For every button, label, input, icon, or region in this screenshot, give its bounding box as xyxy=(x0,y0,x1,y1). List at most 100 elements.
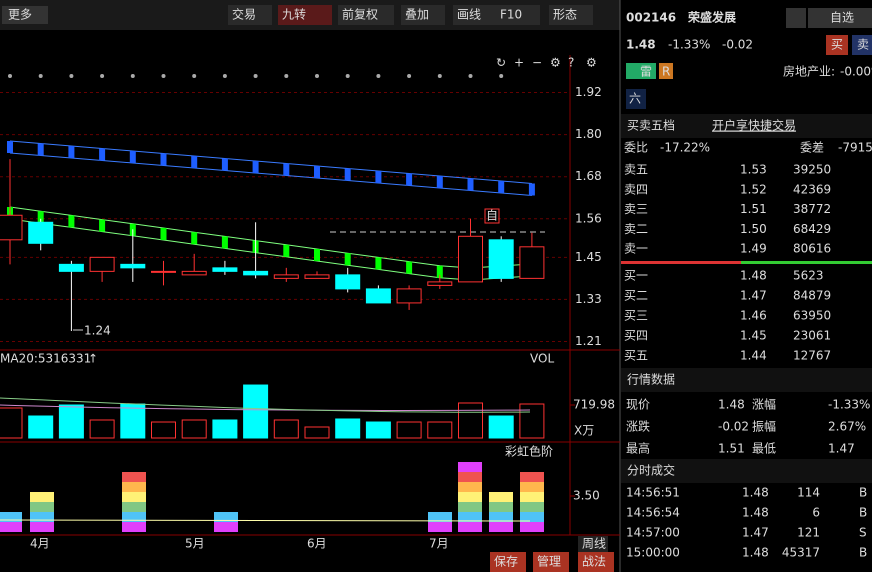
watch-button[interactable]: 自选 xyxy=(830,11,854,25)
trade-side: B xyxy=(859,486,867,500)
stat-label: 振幅 xyxy=(752,419,776,434)
stock-code: 002146 xyxy=(626,11,676,25)
icon[interactable]: ? xyxy=(568,56,574,70)
ma-marker xyxy=(160,228,167,240)
ma-marker xyxy=(436,176,443,188)
sell-button[interactable]: 卖 xyxy=(857,38,869,52)
y-tick-label: 1.92 xyxy=(575,85,602,99)
volume-bar xyxy=(427,421,453,439)
rainbow-bar xyxy=(458,492,482,502)
volume-bar xyxy=(151,421,176,439)
button[interactable] xyxy=(808,8,872,28)
indicator: MA20:5316331 xyxy=(0,352,91,366)
ma-marker xyxy=(375,257,382,270)
rainbow-bar xyxy=(122,522,146,532)
button[interactable] xyxy=(549,5,593,25)
button[interactable] xyxy=(228,5,272,25)
rainbow-bar xyxy=(489,512,513,522)
toolbar-button[interactable]: F10 xyxy=(500,8,522,22)
y-tick-label: 3.50 xyxy=(573,489,600,503)
button[interactable] xyxy=(578,536,608,552)
ma-marker xyxy=(467,178,474,191)
rainbow-bar xyxy=(122,472,146,482)
volume-bar xyxy=(89,419,115,439)
button[interactable] xyxy=(786,8,806,28)
divider-red xyxy=(621,261,741,264)
x-tick-label: 7月 xyxy=(429,537,449,551)
link[interactable]: 开户享快捷交易 xyxy=(712,118,796,133)
button[interactable] xyxy=(826,35,848,55)
icon[interactable]: ⚙ xyxy=(550,56,561,70)
trade-volume: 121 xyxy=(797,526,820,540)
ma-marker xyxy=(68,215,75,228)
tag: R xyxy=(662,65,670,79)
toolbar-button[interactable]: 九转 xyxy=(282,7,306,22)
volume-bar xyxy=(0,407,23,439)
dot xyxy=(345,74,350,78)
button-label[interactable]: 战法 xyxy=(582,555,606,569)
icon[interactable]: ⚙ xyxy=(586,56,597,70)
x-tick-label: 6月 xyxy=(307,537,327,551)
button[interactable] xyxy=(453,5,497,25)
ask-price: 1.53 xyxy=(740,163,767,177)
trade-price: 1.48 xyxy=(742,546,769,560)
rainbow-bar xyxy=(458,502,482,512)
buy-button[interactable]: 买 xyxy=(831,38,843,52)
toolbar-button[interactable]: 更多 xyxy=(8,8,32,22)
volume-bar xyxy=(519,403,545,439)
button[interactable] xyxy=(533,552,569,572)
button-label[interactable]: 保存 xyxy=(494,555,518,569)
bid-volume: 63950 xyxy=(793,309,831,323)
rainbow-bar xyxy=(428,512,452,522)
sector: 房地产业: xyxy=(783,64,835,79)
ma-marker xyxy=(191,232,198,245)
button-label[interactable]: 管理 xyxy=(537,554,561,569)
ma-marker xyxy=(498,181,505,193)
trade-side: S xyxy=(859,526,867,540)
rainbow-bar xyxy=(122,482,146,492)
stat-value: 1.48 xyxy=(718,398,745,412)
icon[interactable]: − xyxy=(532,56,542,70)
button[interactable] xyxy=(401,5,445,25)
candle-body xyxy=(58,263,84,272)
toolbar-button[interactable]: 画线 xyxy=(457,8,481,22)
button[interactable] xyxy=(2,6,48,24)
unit: X万 xyxy=(574,424,594,438)
toolbar-button[interactable]: 前复权 xyxy=(342,7,378,22)
button[interactable] xyxy=(496,5,540,25)
toolbar-button[interactable]: 形态 xyxy=(553,8,577,22)
stat-label: 现价 xyxy=(626,398,650,412)
candle-body xyxy=(396,288,422,304)
icon[interactable]: + xyxy=(514,56,524,70)
button[interactable] xyxy=(578,552,614,572)
divider-green xyxy=(741,261,872,264)
volume-bar xyxy=(58,404,84,439)
header-bg xyxy=(621,368,872,392)
trade-volume: 6 xyxy=(812,506,820,520)
price: 1.48 xyxy=(626,38,656,52)
candle-body xyxy=(0,214,23,241)
button[interactable] xyxy=(338,5,394,25)
rainbow-bar xyxy=(428,522,452,532)
candle-body xyxy=(212,267,238,272)
trade-volume: 45317 xyxy=(782,546,820,560)
toolbar-button[interactable]: 叠加 xyxy=(405,8,429,22)
section-title: 分时成交 xyxy=(627,463,675,478)
ma-marker xyxy=(283,244,290,257)
toolbar-button[interactable]: 交易 xyxy=(232,7,256,22)
button-label[interactable]: 周线 xyxy=(582,537,606,551)
candle-body xyxy=(365,288,391,304)
ma-marker xyxy=(528,183,535,196)
candle-body xyxy=(458,235,483,283)
button[interactable] xyxy=(278,5,332,25)
button[interactable] xyxy=(852,35,872,55)
rainbow-bar xyxy=(122,492,146,502)
rainbow-bar xyxy=(489,522,513,532)
stat-label: 涨跌 xyxy=(626,419,650,434)
ask-label: 卖四 xyxy=(624,182,648,196)
volume-bar xyxy=(458,402,483,439)
icon[interactable]: ↻ xyxy=(496,56,506,70)
stock-name: 荣盛发展 xyxy=(687,10,736,25)
dot xyxy=(100,74,105,78)
button[interactable] xyxy=(490,552,526,572)
